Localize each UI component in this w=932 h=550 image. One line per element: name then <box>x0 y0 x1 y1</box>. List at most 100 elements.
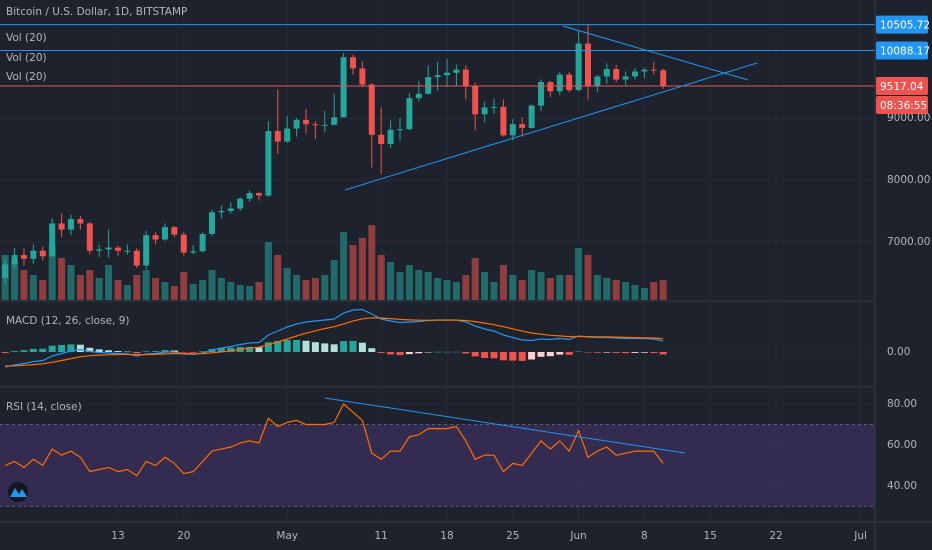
price-level-box <box>876 15 928 34</box>
volume-bar <box>105 265 113 300</box>
macd-histogram-bar <box>1 352 9 353</box>
volume-bar <box>387 262 395 300</box>
volume-bar <box>199 280 207 300</box>
volume-bar <box>537 272 545 300</box>
candle-body <box>218 211 225 213</box>
candle-body <box>472 86 479 115</box>
x-tick-label: 20 <box>177 530 190 542</box>
macd-histogram-bar <box>462 352 470 354</box>
x-tick-label: Jun <box>569 530 586 542</box>
volume-bar <box>565 275 573 300</box>
y-tick-label: 40.00 <box>887 480 917 492</box>
candle-body <box>302 119 309 125</box>
volume-bar <box>293 275 301 300</box>
macd-histogram-bar <box>349 340 357 352</box>
candle-body <box>359 68 366 85</box>
macd-histogram-bar <box>499 352 507 361</box>
candle-body <box>2 264 9 278</box>
macd-histogram-bar <box>575 351 583 352</box>
price-level-box <box>876 41 928 60</box>
candle-body <box>114 247 121 251</box>
macd-histogram-bar <box>311 342 319 352</box>
y-tick-label: 80.00 <box>887 398 917 410</box>
volume-bar <box>358 238 366 300</box>
y-tick-label: 8000.00 <box>887 174 930 186</box>
macd-histogram-bar <box>302 340 310 352</box>
volume-bar <box>161 282 169 300</box>
macd-histogram-bar <box>640 352 648 353</box>
candle-body <box>547 82 554 92</box>
volume-bar <box>170 286 178 300</box>
macd-histogram-bar <box>274 341 282 352</box>
candle-body <box>340 57 347 118</box>
macd-histogram-bar <box>396 352 404 356</box>
volume-bar <box>471 258 479 300</box>
macd-histogram-bar <box>537 352 545 357</box>
macd-histogram-bar <box>490 352 498 359</box>
macd-histogram-bar <box>76 344 84 352</box>
chart-title: Bitcoin / U.S. Dollar, 1D, BITSTAMP <box>6 6 187 18</box>
candle-body <box>331 117 338 125</box>
macd-histogram-bar <box>58 345 66 352</box>
candle-body <box>67 219 74 230</box>
macd-histogram-bar <box>39 348 47 352</box>
volume-bar <box>67 265 75 300</box>
candle-body <box>96 249 103 251</box>
volume-bar <box>640 288 648 300</box>
macd-histogram-bar <box>650 352 658 353</box>
macd-histogram-bar <box>161 350 169 352</box>
volume-bar <box>396 272 404 300</box>
macd-histogram-bar <box>95 349 103 352</box>
candle-body <box>143 235 150 266</box>
volume-bar <box>302 280 310 300</box>
candle-body <box>575 43 582 91</box>
candle-body <box>519 124 526 128</box>
x-tick-label: 11 <box>375 530 388 542</box>
volume-bar <box>189 284 197 300</box>
x-tick-label: 13 <box>111 530 124 542</box>
macd-histogram-bar <box>518 352 526 361</box>
macd-histogram-bar <box>67 344 75 352</box>
macd-histogram-bar <box>377 352 385 353</box>
countdown-box <box>876 95 928 114</box>
candle-body <box>378 134 385 145</box>
candle-body <box>406 98 413 130</box>
candle-body <box>246 193 253 199</box>
price-level-label: 10505.72 <box>880 20 930 32</box>
macd-histogram-bar <box>170 350 178 352</box>
macd-histogram-bar <box>189 352 197 353</box>
candle-body <box>293 119 300 129</box>
overlay-label: Vol (20) <box>6 71 47 83</box>
candle-body <box>528 105 535 128</box>
candle-body <box>237 198 244 209</box>
volume-bar <box>593 275 601 300</box>
x-tick-label: May <box>276 530 298 542</box>
candle-body <box>152 235 159 240</box>
macd-histogram-bar <box>133 352 141 354</box>
macd-histogram-bar <box>114 351 122 352</box>
candle-body <box>453 69 460 73</box>
volume-bar <box>340 232 348 300</box>
candle-body <box>368 84 375 135</box>
candle-body <box>171 227 178 235</box>
macd-histogram-bar <box>631 352 639 353</box>
rsi-title: RSI (14, close) <box>6 401 82 413</box>
volume-bar <box>556 275 564 300</box>
volume-bar <box>368 225 376 300</box>
candle-body <box>180 234 187 253</box>
volume-bar <box>631 285 639 300</box>
candle-body <box>650 69 657 71</box>
trend-line <box>562 25 749 81</box>
candle-body <box>124 250 131 252</box>
macd-histogram-bar <box>424 352 432 353</box>
macd-title: MACD (12, 26, close, 9) <box>6 315 129 327</box>
volume-bar <box>311 278 319 300</box>
candle-body <box>537 82 544 106</box>
candle-body <box>255 193 262 196</box>
rsi-line <box>4 403 664 477</box>
y-tick-label: 60.00 <box>887 439 917 451</box>
rsi-band <box>0 424 875 507</box>
macd-histogram-bar <box>481 352 489 358</box>
y-tick-label: 9000.00 <box>887 112 930 124</box>
macd-histogram-bar <box>264 342 272 352</box>
